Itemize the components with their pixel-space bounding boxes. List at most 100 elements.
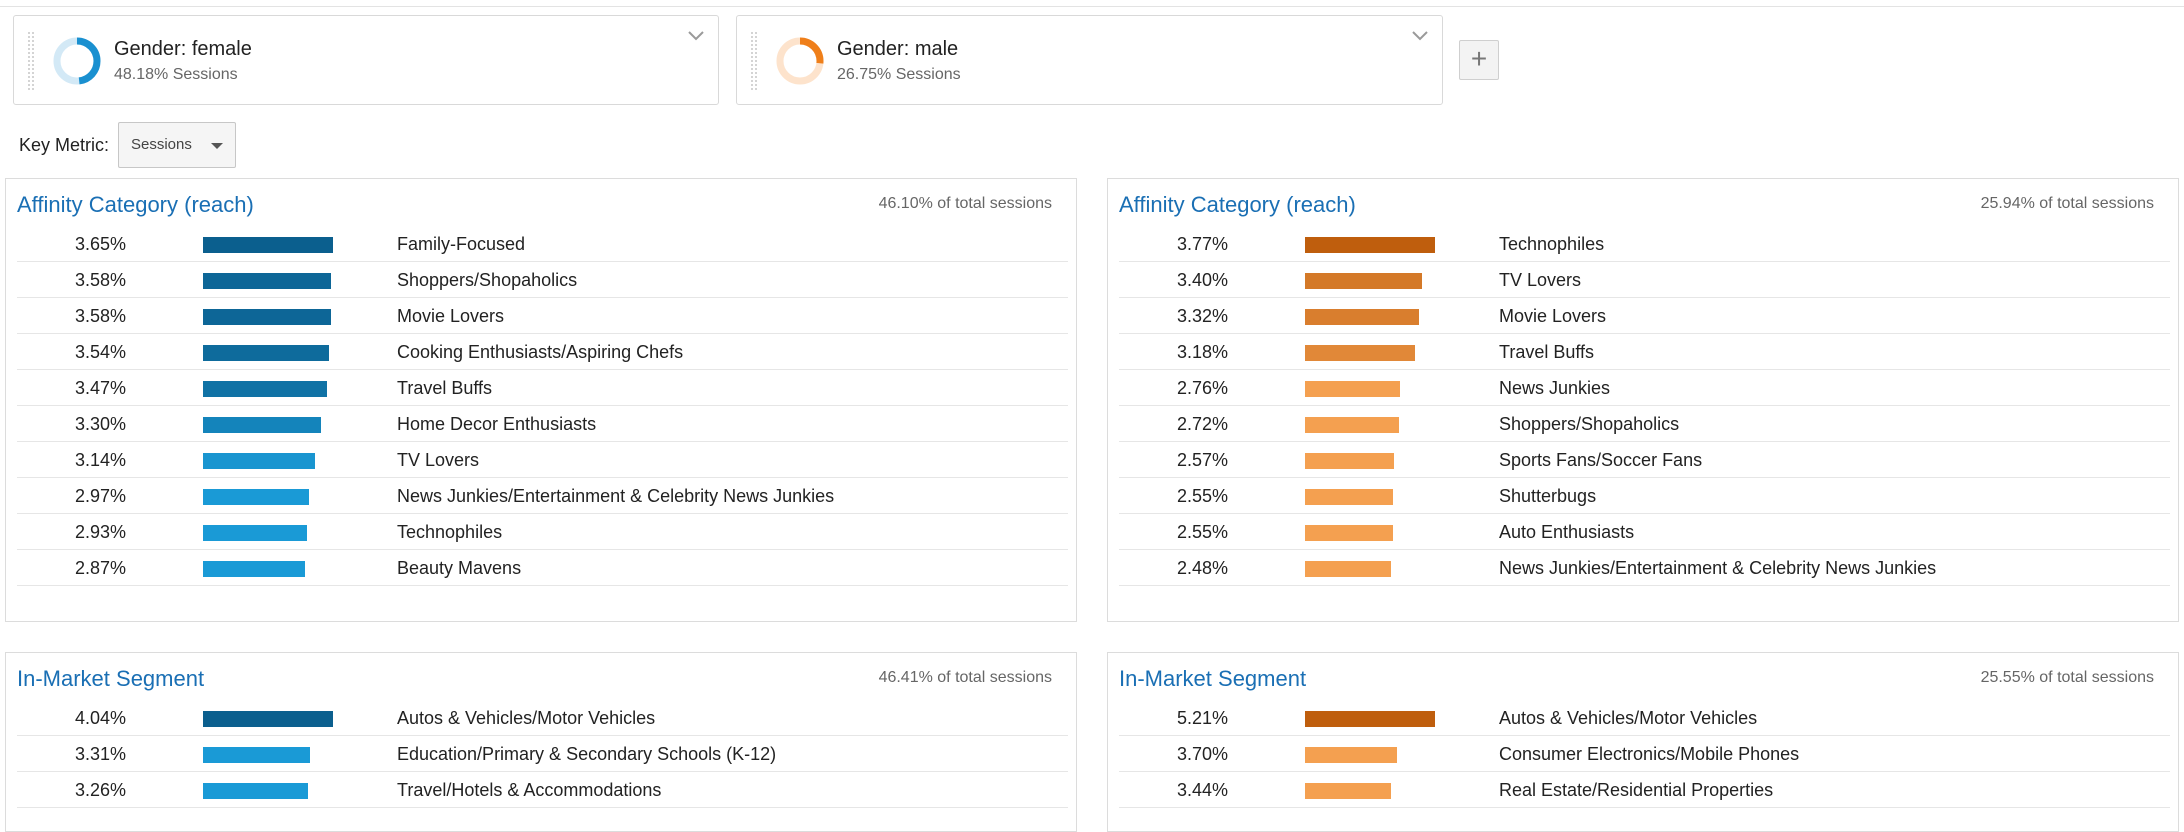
table-row: 5.21% Autos & Vehicles/Motor Vehicles (1119, 700, 2170, 736)
row-percent: 2.87% (74, 558, 126, 578)
row-percent: 3.58% (74, 270, 126, 290)
table-row: 3.32% Movie Lovers (1119, 298, 2170, 334)
row-percent: 2.97% (74, 486, 126, 506)
row-bar (1305, 525, 1393, 541)
row-bar (1305, 453, 1394, 469)
row-label: Travel Buffs (1499, 342, 1595, 362)
row-label: Cooking Enthusiasts/Aspiring Chefs (397, 342, 684, 362)
row-bar (203, 273, 331, 289)
key-metric-select[interactable]: Sessions (118, 122, 236, 168)
row-bar (203, 237, 333, 253)
row-label: Auto Enthusiasts (1499, 522, 1635, 542)
row-label: Autos & Vehicles/Motor Vehicles (397, 708, 656, 728)
table-row: 3.30% Home Decor Enthusiasts (17, 406, 1068, 442)
row-percent: 2.55% (1176, 522, 1228, 542)
table-row: 3.58% Shoppers/Shopaholics (17, 262, 1068, 298)
row-label: Technophiles (397, 522, 503, 542)
row-label: Shutterbugs (1499, 486, 1597, 506)
row-label: Education/Primary & Secondary Schools (K… (397, 744, 777, 764)
drag-handle-icon[interactable] (28, 32, 34, 90)
row-label: Beauty Mavens (397, 558, 522, 578)
donut-arc (776, 37, 824, 85)
panel-rows: 3.77% Technophiles 3.40% TV Lovers 3.32% Movi… (1119, 226, 2170, 586)
row-bar (203, 783, 308, 799)
panel-inmarket-female: In-Market Segment 46.41% of total sessio… (5, 652, 1077, 832)
panel-title[interactable]: Affinity Category (reach) (17, 192, 254, 217)
table-row: 3.65% Family-Focused (17, 226, 1068, 262)
segment-sessions: 26.75% Sessions (837, 66, 961, 83)
panel-total: 46.10% of total sessions (878, 195, 1052, 212)
table-row: 2.76% News Junkies (1119, 370, 2170, 406)
row-label: Shoppers/Shopaholics (1499, 414, 1680, 434)
table-row: 2.55% Auto Enthusiasts (1119, 514, 2170, 550)
drag-handle-icon[interactable] (751, 32, 757, 90)
row-percent: 5.21% (1176, 708, 1228, 728)
panel-total: 25.55% of total sessions (1980, 669, 2154, 686)
row-percent: 3.31% (74, 744, 126, 764)
segment-card-female[interactable]: Gender: female 48.18% Sessions (13, 15, 719, 105)
chevron-down-icon[interactable] (1408, 24, 1432, 48)
panel-title[interactable]: In-Market Segment (1119, 666, 1307, 691)
row-bar (1305, 561, 1391, 577)
row-label: Real Estate/Residential Properties (1499, 780, 1774, 800)
row-percent: 3.32% (1176, 306, 1228, 326)
row-label: Movie Lovers (1499, 306, 1607, 326)
add-segment-button[interactable]: + (1459, 40, 1499, 80)
row-percent: 2.48% (1176, 558, 1228, 578)
row-bar (203, 711, 333, 727)
row-percent: 3.65% (74, 234, 126, 254)
panel-rows: 4.04% Autos & Vehicles/Motor Vehicles 3.31… (17, 700, 1068, 808)
table-row: 3.77% Technophiles (1119, 226, 2170, 262)
panel-title[interactable]: In-Market Segment (17, 666, 205, 691)
table-row: 3.47% Travel Buffs (17, 370, 1068, 406)
row-label: Shoppers/Shopaholics (397, 270, 578, 290)
panel-total: 25.94% of total sessions (1980, 195, 2154, 212)
row-percent: 3.70% (1176, 744, 1228, 764)
row-percent: 3.26% (74, 780, 126, 800)
row-bar (1305, 381, 1400, 397)
panel-title[interactable]: Affinity Category (reach) (1119, 192, 1356, 217)
row-bar (1305, 345, 1415, 361)
row-percent: 3.30% (74, 414, 126, 434)
key-metric-value: Sessions (131, 136, 192, 153)
table-row: 3.14% TV Lovers (17, 442, 1068, 478)
row-bar (203, 747, 310, 763)
table-row: 3.70% Consumer Electronics/Mobile Phones (1119, 736, 2170, 772)
panel-inmarket-male: In-Market Segment 25.55% of total sessio… (1107, 652, 2179, 832)
panel-rows: 5.21% Autos & Vehicles/Motor Vehicles 3.70… (1119, 700, 2170, 808)
chevron-down-icon[interactable] (684, 24, 708, 48)
row-percent: 2.76% (1176, 378, 1228, 398)
row-bar (203, 417, 321, 433)
caret-down-icon (211, 143, 223, 149)
key-metric-label: Key Metric: (19, 135, 110, 155)
row-percent: 3.77% (1176, 234, 1228, 254)
row-label: Movie Lovers (397, 306, 505, 326)
row-bar (203, 309, 331, 325)
row-bar (1305, 273, 1422, 289)
table-row: 3.26% Travel/Hotels & Accommodations (17, 772, 1068, 808)
table-row: 2.97% News Junkies/Entertainment & Celebr… (17, 478, 1068, 514)
row-label: Autos & Vehicles/Motor Vehicles (1499, 708, 1758, 728)
segment-sessions: 48.18% Sessions (114, 66, 238, 83)
panel-affinity-male: Affinity Category (reach) 25.94% of tota… (1107, 178, 2179, 622)
top-divider (0, 6, 2184, 7)
table-row: 2.57% Sports Fans/Soccer Fans (1119, 442, 2170, 478)
row-label: Travel Buffs (397, 378, 493, 398)
row-percent: 3.54% (74, 342, 126, 362)
donut-female-icon (53, 37, 101, 85)
table-row: 2.72% Shoppers/Shopaholics (1119, 406, 2170, 442)
row-bar (1305, 783, 1391, 799)
row-percent: 3.44% (1176, 780, 1228, 800)
table-row: 2.48% News Junkies/Entertainment & Celebr… (1119, 550, 2170, 586)
table-row: 3.40% TV Lovers (1119, 262, 2170, 298)
row-percent: 2.55% (1176, 486, 1228, 506)
row-label: News Junkies/Entertainment & Celebrity N… (397, 486, 835, 506)
segment-card-male[interactable]: Gender: male 26.75% Sessions (736, 15, 1443, 105)
donut-male-icon (776, 37, 824, 85)
row-percent: 2.57% (1176, 450, 1228, 470)
table-row: 4.04% Autos & Vehicles/Motor Vehicles (17, 700, 1068, 736)
table-row: 3.54% Cooking Enthusiasts/Aspiring Chefs (17, 334, 1068, 370)
table-row: 3.44% Real Estate/Residential Properties (1119, 772, 2170, 808)
row-label: Travel/Hotels & Accommodations (397, 780, 662, 800)
row-label: TV Lovers (397, 450, 480, 470)
